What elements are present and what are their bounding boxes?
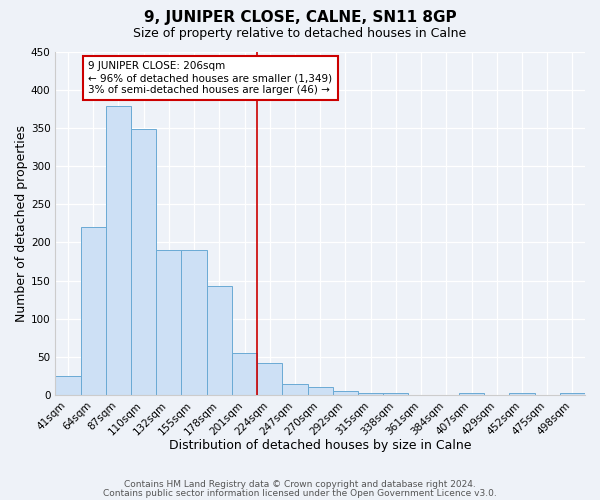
Bar: [257, 363, 283, 395]
Bar: [459, 394, 484, 395]
Y-axis label: Number of detached properties: Number of detached properties: [15, 125, 28, 322]
Text: 9, JUNIPER CLOSE, CALNE, SN11 8GP: 9, JUNIPER CLOSE, CALNE, SN11 8GP: [143, 10, 457, 25]
Bar: [383, 394, 409, 395]
Bar: [358, 392, 383, 395]
Bar: [131, 130, 156, 395]
Bar: [560, 394, 585, 395]
Bar: [333, 391, 358, 395]
Bar: [308, 388, 333, 395]
Text: 9 JUNIPER CLOSE: 206sqm
← 96% of detached houses are smaller (1,349)
3% of semi-: 9 JUNIPER CLOSE: 206sqm ← 96% of detache…: [88, 62, 332, 94]
Bar: [55, 376, 80, 395]
Bar: [106, 106, 131, 395]
Bar: [207, 286, 232, 395]
Bar: [283, 384, 308, 395]
Bar: [156, 250, 181, 395]
Bar: [509, 394, 535, 395]
Bar: [80, 227, 106, 395]
Bar: [232, 353, 257, 395]
Bar: [181, 250, 207, 395]
Text: Contains HM Land Registry data © Crown copyright and database right 2024.: Contains HM Land Registry data © Crown c…: [124, 480, 476, 489]
X-axis label: Distribution of detached houses by size in Calne: Distribution of detached houses by size …: [169, 440, 472, 452]
Text: Size of property relative to detached houses in Calne: Size of property relative to detached ho…: [133, 28, 467, 40]
Text: Contains public sector information licensed under the Open Government Licence v3: Contains public sector information licen…: [103, 488, 497, 498]
